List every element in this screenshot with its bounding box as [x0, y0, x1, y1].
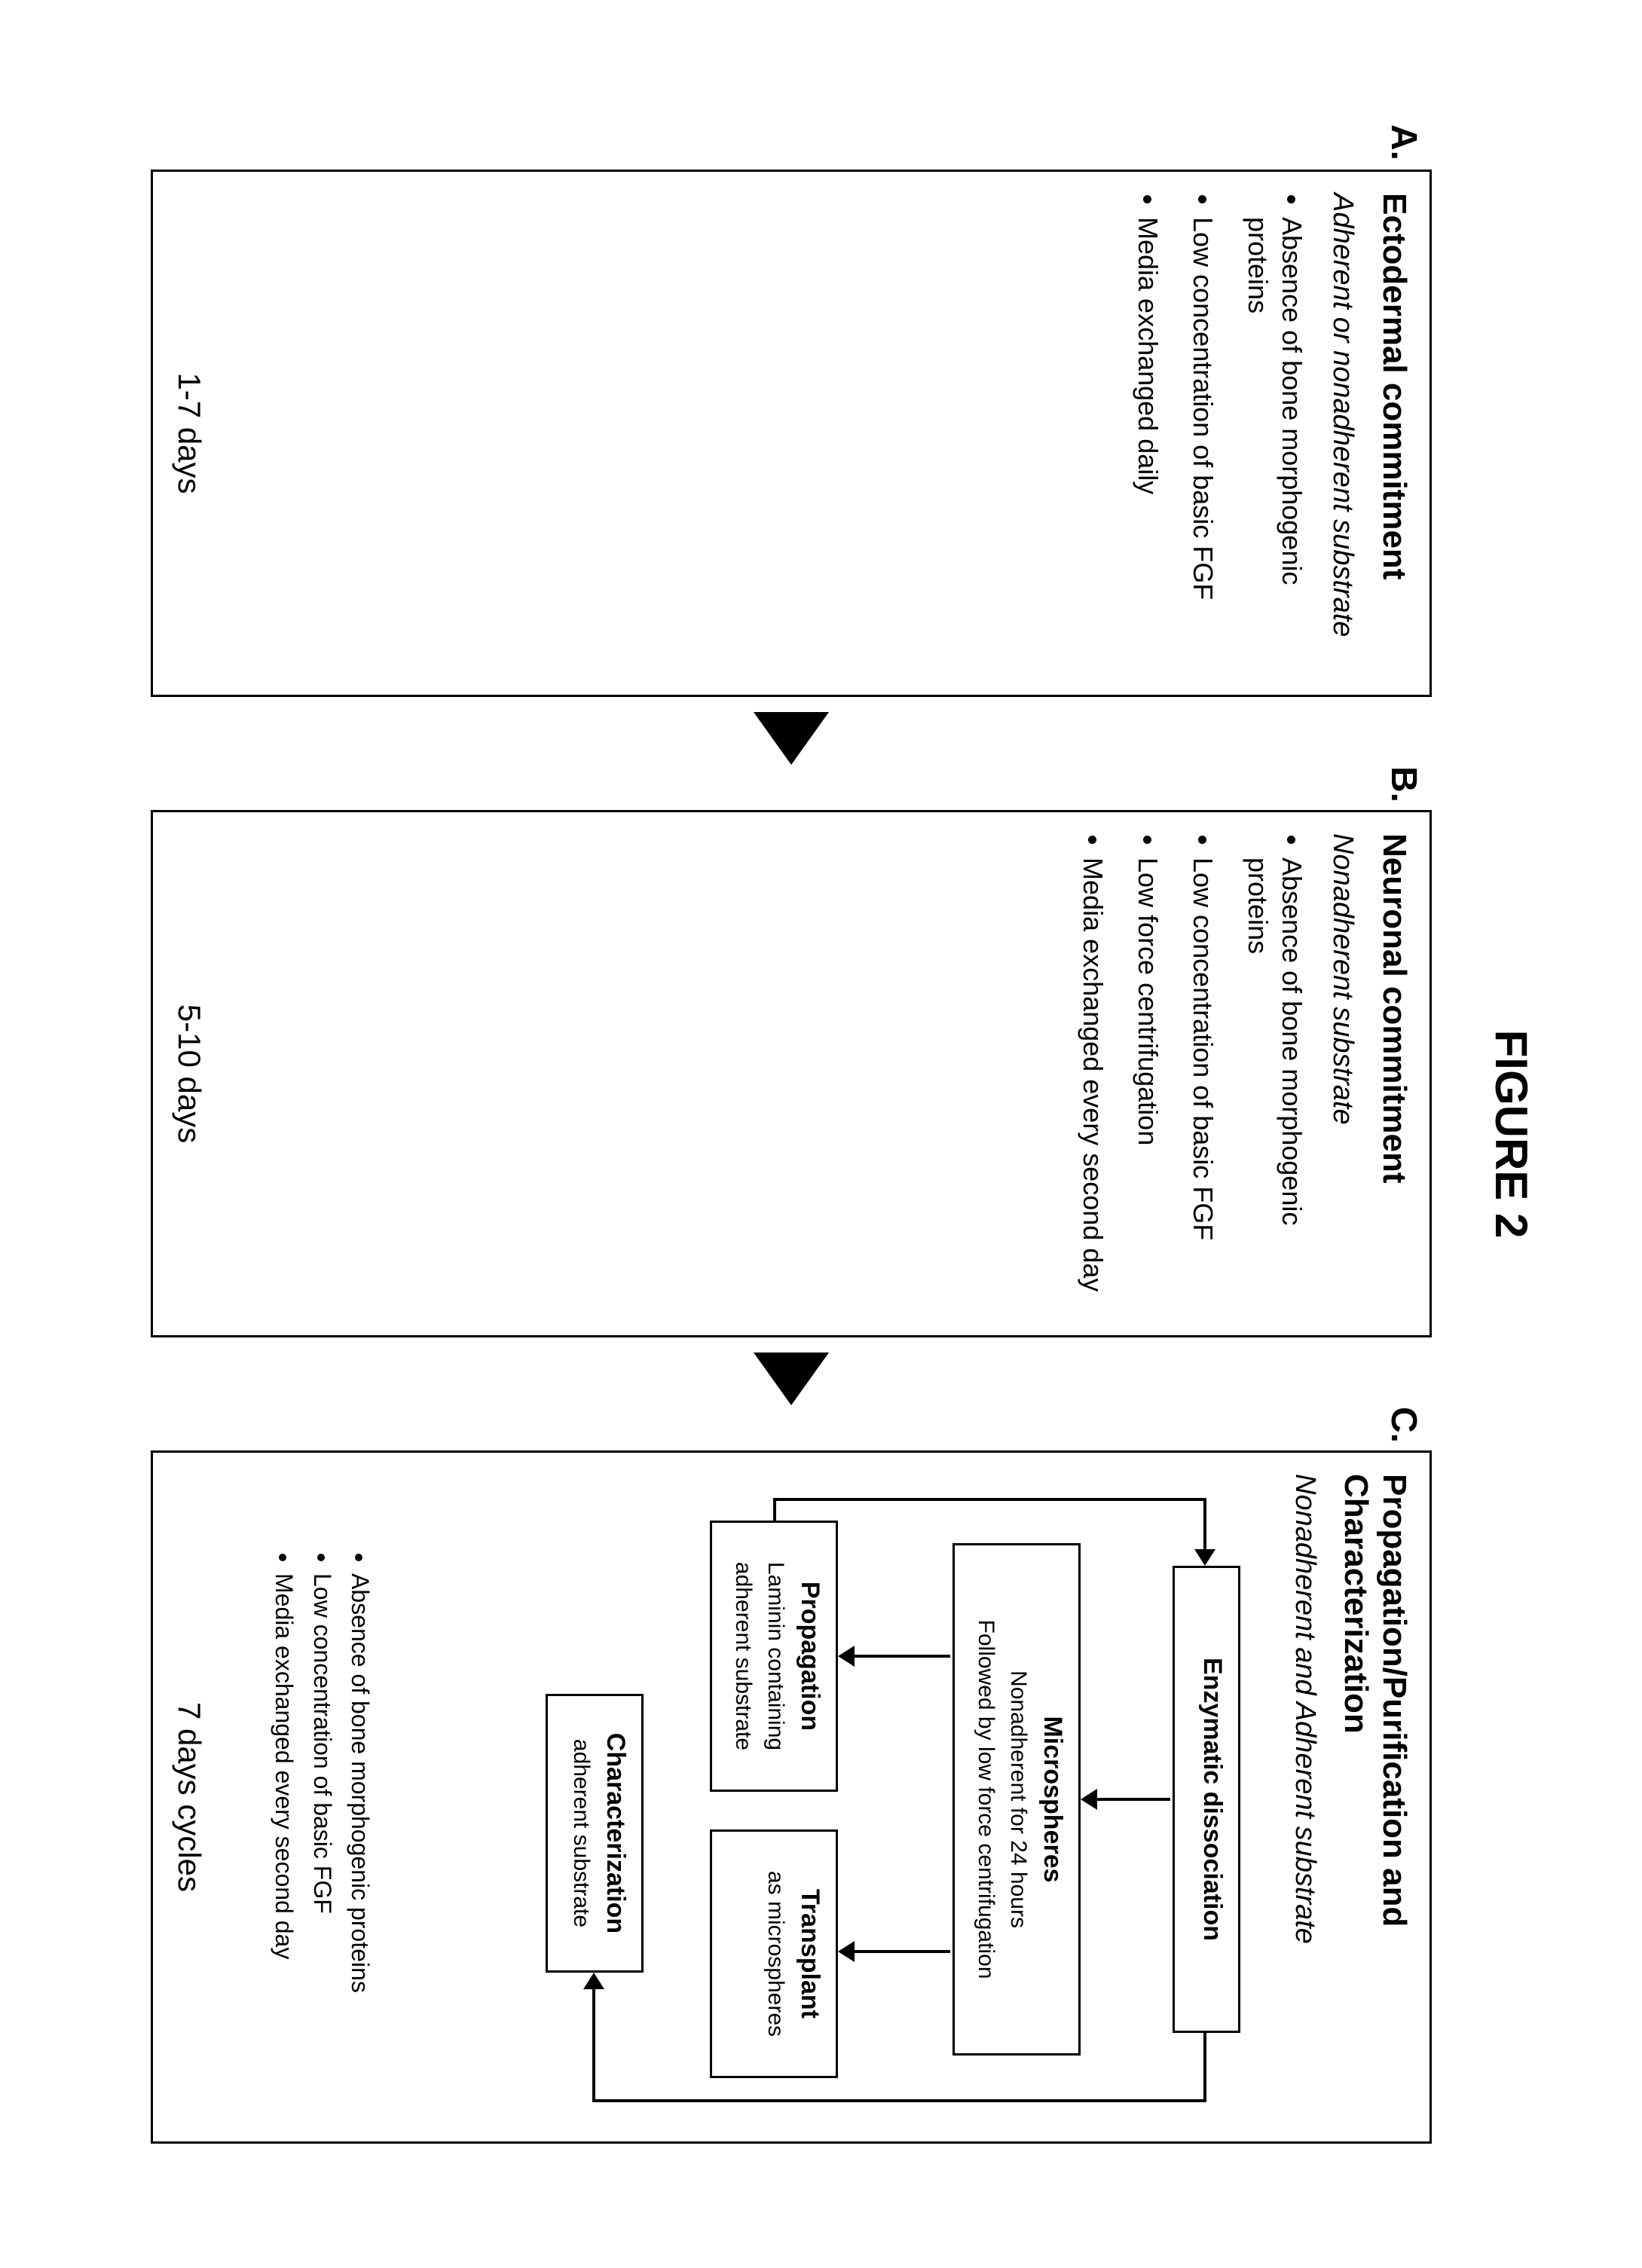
fc-edge: [852, 1655, 950, 1658]
panel-a-title: Ectodermal commitment: [1367, 172, 1429, 695]
panel-b-bullet: Low force centrifugation: [1130, 857, 1164, 1313]
fc-arrowhead: [838, 1646, 855, 1667]
panel-b-bullets: Absence of bone morphogenic proteins Low…: [1075, 857, 1308, 1335]
panel-a-bullets: Absence of bone morphogenic proteins Low…: [1130, 217, 1308, 695]
panel-c-bullet: Absence of bone morphogenic proteins: [345, 1573, 374, 2116]
fc-box-microspheres-title: Microspheres: [1037, 1553, 1068, 2046]
fc-arrowhead-right: [1194, 1549, 1215, 1566]
panel-c-letter: C.: [1383, 1407, 1424, 1443]
fc-edge: [1095, 1798, 1170, 1801]
panel-a-bullet: Low concentration of basic FGF: [1185, 217, 1219, 672]
panel-c: Propagation/Purification and Characteriz…: [151, 1450, 1432, 2144]
fc-edge: [1203, 1498, 1206, 1551]
panel-b-letter: B.: [1383, 766, 1424, 802]
figure-canvas: FIGURE 2 A. Ectodermal commitment Adhere…: [105, 117, 1537, 2151]
fc-edge: [773, 1498, 1206, 1501]
figure-title: FIGURE 2: [1485, 117, 1537, 2151]
fc-box-characterization-title: Characterization: [600, 1704, 631, 1963]
panel-a-bullet: Absence of bone morphogenic proteins: [1240, 217, 1308, 672]
panel-c-bullet: Low concentration of basic FGF: [307, 1573, 336, 2116]
fc-box-propagation: Propagation Laminin containing adherent …: [710, 1521, 838, 1792]
fc-box-characterization-line1: adherent substrate: [567, 1704, 595, 1963]
panel-b-bullet: Media exchanged every second day: [1075, 857, 1109, 1313]
fc-box-enzymatic: Enzymatic dissociation: [1173, 1566, 1240, 2033]
fc-box-microspheres: Microspheres Nonadherent for 24 hours Fo…: [952, 1543, 1081, 2056]
panel-c-title: Propagation/Purification and Characteriz…: [1329, 1453, 1429, 2141]
fc-arrowhead: [1081, 1789, 1097, 1810]
panel-b: Neuronal commitment Nonadherent substrat…: [151, 810, 1432, 1337]
panel-a: Ectodermal commitment Adherent or nonadh…: [151, 170, 1432, 697]
fc-edge: [852, 1950, 950, 1953]
fc-box-transplant-line1: as microspheres: [761, 1839, 790, 2068]
fc-box-characterization: Characterization adherent substrate: [546, 1694, 644, 1973]
panel-b-bullet: Absence of bone morphogenic proteins: [1240, 857, 1308, 1313]
fc-edge: [592, 2099, 1206, 2102]
fc-box-propagation-line1: Laminin containing: [761, 1530, 790, 1782]
fc-box-transplant: Transplant as microspheres: [710, 1829, 838, 2078]
fc-edge: [1203, 2033, 1206, 2102]
panel-b-bullet: Low concentration of basic FGF: [1185, 857, 1219, 1313]
panel-a-subtitle: Adherent or nonadherent substrate: [1308, 172, 1367, 695]
fc-box-transplant-title: Transplant: [794, 1839, 825, 2068]
arrow-b-to-c: [754, 1353, 829, 1405]
fc-box-microspheres-line2: Followed by low force centrifugation: [971, 1553, 1000, 2046]
panel-a-duration: 1-7 days: [171, 172, 207, 695]
panel-a-bullet: Media exchanged daily: [1130, 217, 1164, 672]
panel-c-bullet: Media exchanged every second day: [269, 1573, 298, 2116]
fc-box-microspheres-line1: Nonadherent for 24 hours: [1004, 1553, 1032, 2046]
panel-b-title: Neuronal commitment: [1367, 812, 1429, 1335]
panel-c-bullets: Absence of bone morphogenic proteins Low…: [260, 1543, 374, 2116]
fc-arrowhead-left: [583, 1973, 604, 1989]
fc-box-enzymatic-title: Enzymatic dissociation: [1197, 1576, 1228, 2023]
fc-edge: [773, 1498, 776, 1523]
fc-box-propagation-title: Propagation: [794, 1530, 825, 1782]
arrow-a-to-b: [754, 712, 829, 765]
panel-c-subtitle: Nonadherent and Adherent substrate: [1270, 1453, 1329, 2141]
panel-c-duration: 7 days cycles: [171, 1453, 207, 2141]
panel-c-flowchart: Enzymatic dissociation Microspheres Nona…: [517, 1453, 1270, 2141]
panel-b-duration: 5-10 days: [171, 812, 207, 1335]
panel-b-subtitle: Nonadherent substrate: [1308, 812, 1367, 1335]
fc-box-propagation-line2: adherent substrate: [729, 1530, 757, 1782]
fc-arrowhead: [838, 1941, 855, 1962]
panel-a-letter: A.: [1383, 124, 1424, 160]
fc-edge: [592, 1989, 595, 2102]
